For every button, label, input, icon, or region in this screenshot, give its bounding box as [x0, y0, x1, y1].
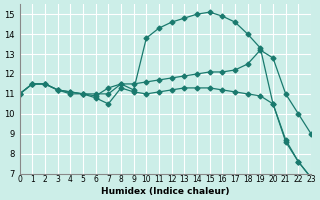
X-axis label: Humidex (Indice chaleur): Humidex (Indice chaleur): [101, 187, 229, 196]
